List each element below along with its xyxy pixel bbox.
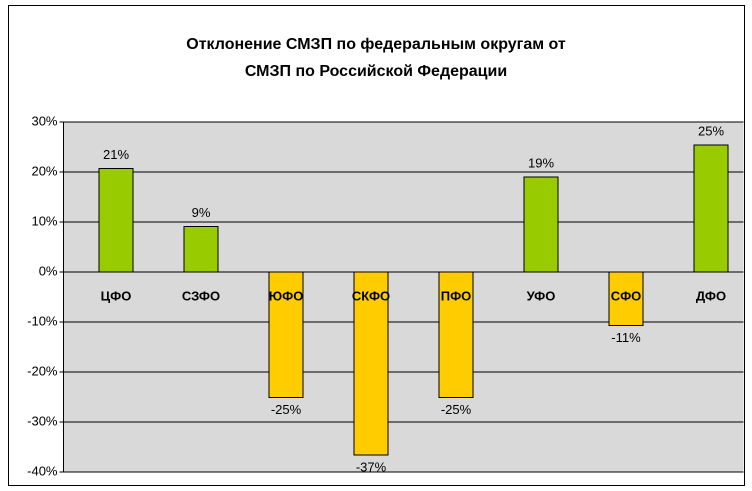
y-tick-label: 20% [31,163,57,178]
x-tick-label: ПФО [441,288,472,303]
data-label: -25% [441,402,472,417]
y-tick-label: 30% [31,113,57,128]
bar [353,271,389,456]
bar [268,271,304,398]
y-tick-label: -30% [27,413,58,428]
data-label: -11% [611,330,641,345]
bar [183,226,219,273]
y-tick-label: 0% [39,263,58,278]
y-tick-label: -10% [27,313,58,328]
bar [523,176,559,273]
y-tick-label: 10% [31,213,57,228]
y-tick-label: -40% [27,463,58,478]
data-label: -25% [271,402,302,417]
chart-subtitle: СМЗП по Российской Федерации [245,63,507,80]
data-label: 19% [528,155,554,170]
data-label: -37% [356,459,387,474]
bar [608,271,644,326]
x-tick-label: ЦФО [101,288,132,303]
x-tick-label: СКФО [352,288,390,303]
x-tick-label: СФО [611,288,642,303]
y-tick-label: -20% [27,363,58,378]
data-label: 9% [192,205,211,220]
bar [693,144,729,273]
bar [98,168,134,273]
chart-title: Отклонение СМЗП по федеральным округам о… [186,36,566,53]
x-tick-label: ЮФО [269,288,304,303]
data-label: 25% [698,123,724,138]
bar [438,271,474,398]
x-tick-label: УФО [527,288,556,303]
data-label: 21% [103,147,129,162]
x-tick-label: СЗФО [182,288,220,303]
x-tick-label: ДФО [696,288,726,303]
